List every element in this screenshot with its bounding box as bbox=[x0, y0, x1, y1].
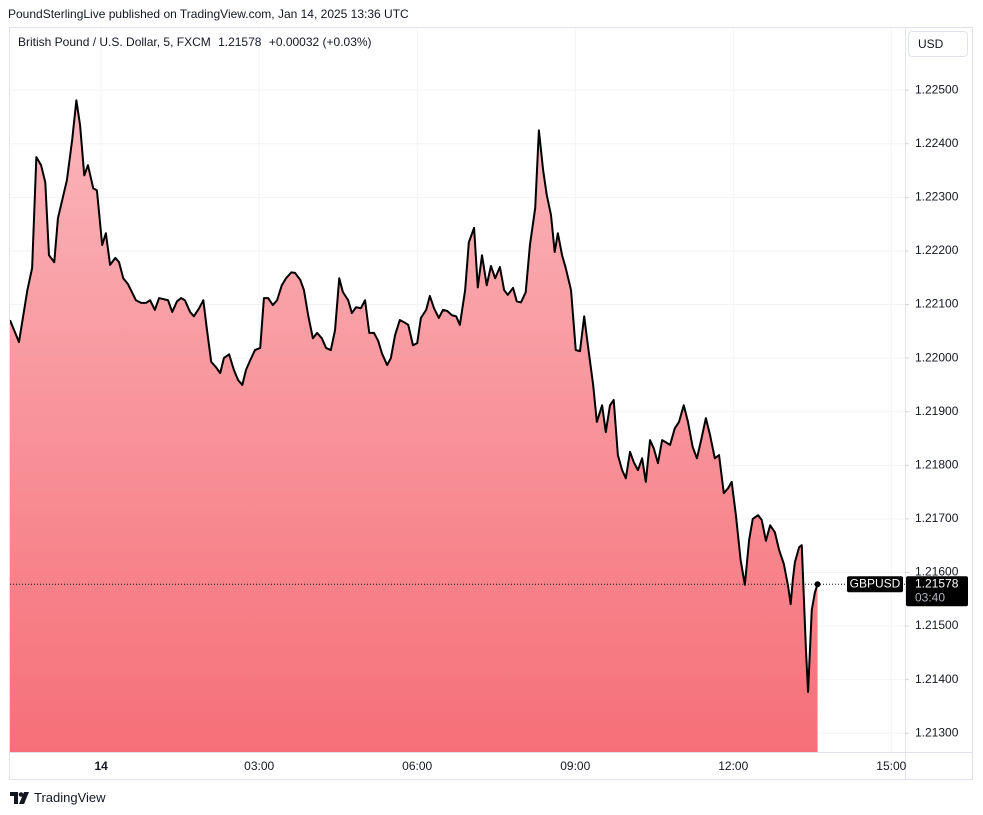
chart-frame bbox=[9, 27, 973, 780]
x-tick-label: 03:00 bbox=[244, 759, 274, 773]
symbol-label-box bbox=[847, 576, 903, 593]
legend-last-price: 1.21578 bbox=[218, 35, 262, 49]
y-tick-label: 1.22000 bbox=[915, 350, 959, 364]
brand-name: TradingView bbox=[34, 790, 106, 805]
area-fill bbox=[10, 100, 818, 752]
countdown-label: 03:40 bbox=[915, 590, 945, 604]
legend-name: British Pound / U.S. Dollar, 5, FXCM bbox=[18, 35, 211, 49]
y-tick-label: 1.21700 bbox=[915, 511, 959, 525]
header: PoundSterlingLive published on TradingVi… bbox=[8, 7, 409, 21]
x-tick-label: 15:00 bbox=[876, 759, 906, 773]
plot bbox=[10, 99, 905, 752]
y-tick-label: 1.22100 bbox=[915, 297, 959, 311]
y-tick-label: 1.22300 bbox=[915, 190, 959, 204]
symbol-label: GBPUSD bbox=[850, 576, 901, 590]
y-tick-label: 1.22400 bbox=[915, 136, 959, 150]
last-price-box bbox=[906, 576, 968, 607]
y-tick-label: 1.21800 bbox=[915, 457, 959, 471]
y-tick-label: 1.21500 bbox=[915, 618, 959, 632]
x-tick-label: 12:00 bbox=[718, 759, 748, 773]
y-tick-label: 1.21300 bbox=[915, 725, 959, 739]
last-point bbox=[814, 581, 821, 588]
last-price-label: 1.21578 bbox=[915, 576, 959, 590]
footer: TradingView bbox=[10, 790, 106, 805]
x-tick-label: 14 bbox=[94, 759, 108, 773]
legend-change: +0.00032 (+0.03%) bbox=[268, 35, 372, 49]
brand-logo bbox=[10, 791, 29, 804]
y-tick-label: 1.22500 bbox=[915, 82, 959, 96]
price-line bbox=[10, 99, 819, 693]
currency-button[interactable]: USD bbox=[908, 31, 968, 57]
y-tick-label: 1.21400 bbox=[915, 672, 959, 686]
x-tick-label: 09:00 bbox=[560, 759, 590, 773]
axes: 1.21300 1.21400 1.21500 1.21600 1.21700 1.218… bbox=[94, 82, 968, 773]
y-tick-label: 1.22200 bbox=[915, 243, 959, 257]
x-tick-label: 06:00 bbox=[402, 759, 432, 773]
y-tick-label: 1.21600 bbox=[915, 565, 959, 579]
legend: British Pound / U.S. Dollar, 5, FXCM 1.2… bbox=[18, 35, 376, 49]
y-tick-label: 1.21900 bbox=[915, 404, 959, 418]
